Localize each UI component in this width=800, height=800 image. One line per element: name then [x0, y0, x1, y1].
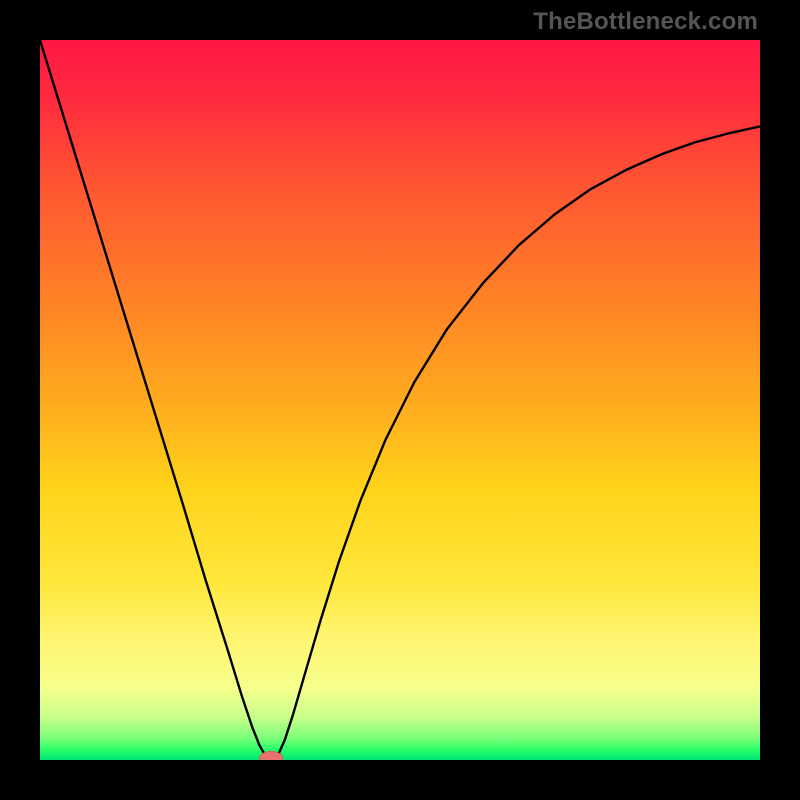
watermark-text: TheBottleneck.com	[533, 8, 758, 36]
plot-area	[40, 40, 760, 760]
chart-frame: TheBottleneck.com	[0, 0, 800, 800]
bottleneck-curve	[40, 40, 760, 760]
